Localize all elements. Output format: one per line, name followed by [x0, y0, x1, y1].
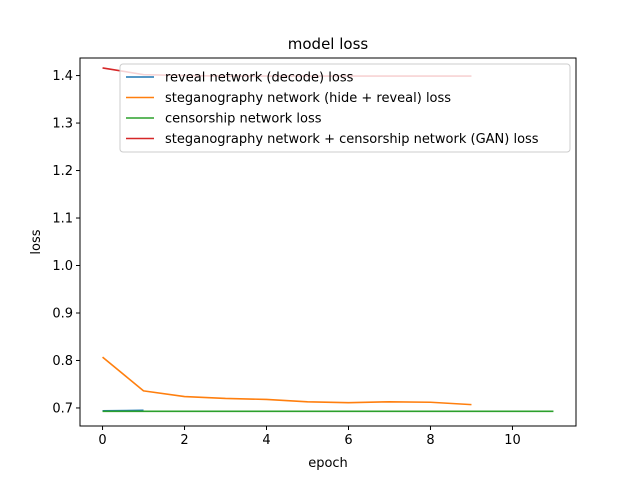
x-tick-label: 8: [426, 433, 434, 448]
x-tick-label: 4: [262, 433, 270, 448]
x-axis-label: epoch: [308, 456, 348, 471]
y-tick-label: 1.0: [52, 259, 73, 274]
legend-label-3: steganography network + censorship netwo…: [165, 132, 539, 147]
x-tick-label: 6: [344, 433, 352, 448]
y-tick-label: 0.8: [52, 354, 73, 369]
y-tick-label: 1.2: [52, 164, 73, 179]
legend-label-0: reveal network (decode) loss: [165, 71, 354, 86]
legend-label-2: censorship network loss: [165, 112, 322, 127]
y-tick-label: 1.1: [52, 212, 73, 227]
legend-box: [119, 63, 571, 153]
x-tick-label: 0: [98, 433, 106, 448]
chart-title: model loss: [288, 35, 369, 53]
y-tick-label: 0.7: [52, 401, 73, 416]
legend-label-1: steganography network (hide + reveal) lo…: [165, 91, 451, 106]
y-axis-label: loss: [29, 229, 44, 254]
y-axis-ticks: 0.7 0.8 0.9 1.0 1.1 1.2 1.3 1.4: [52, 69, 80, 416]
x-tick-label: 2: [180, 433, 188, 448]
x-axis-ticks: 0 2 4 6 8 10: [98, 426, 521, 448]
plot-frame: [79, 57, 577, 427]
y-tick-label: 1.4: [52, 69, 73, 84]
legend: reveal network (decode) loss steganograph…: [119, 63, 571, 153]
y-tick-label: 1.3: [52, 117, 73, 132]
y-tick-label: 0.9: [52, 306, 73, 321]
series-line-1: [102, 356, 472, 406]
x-tick-label: 10: [504, 433, 521, 448]
